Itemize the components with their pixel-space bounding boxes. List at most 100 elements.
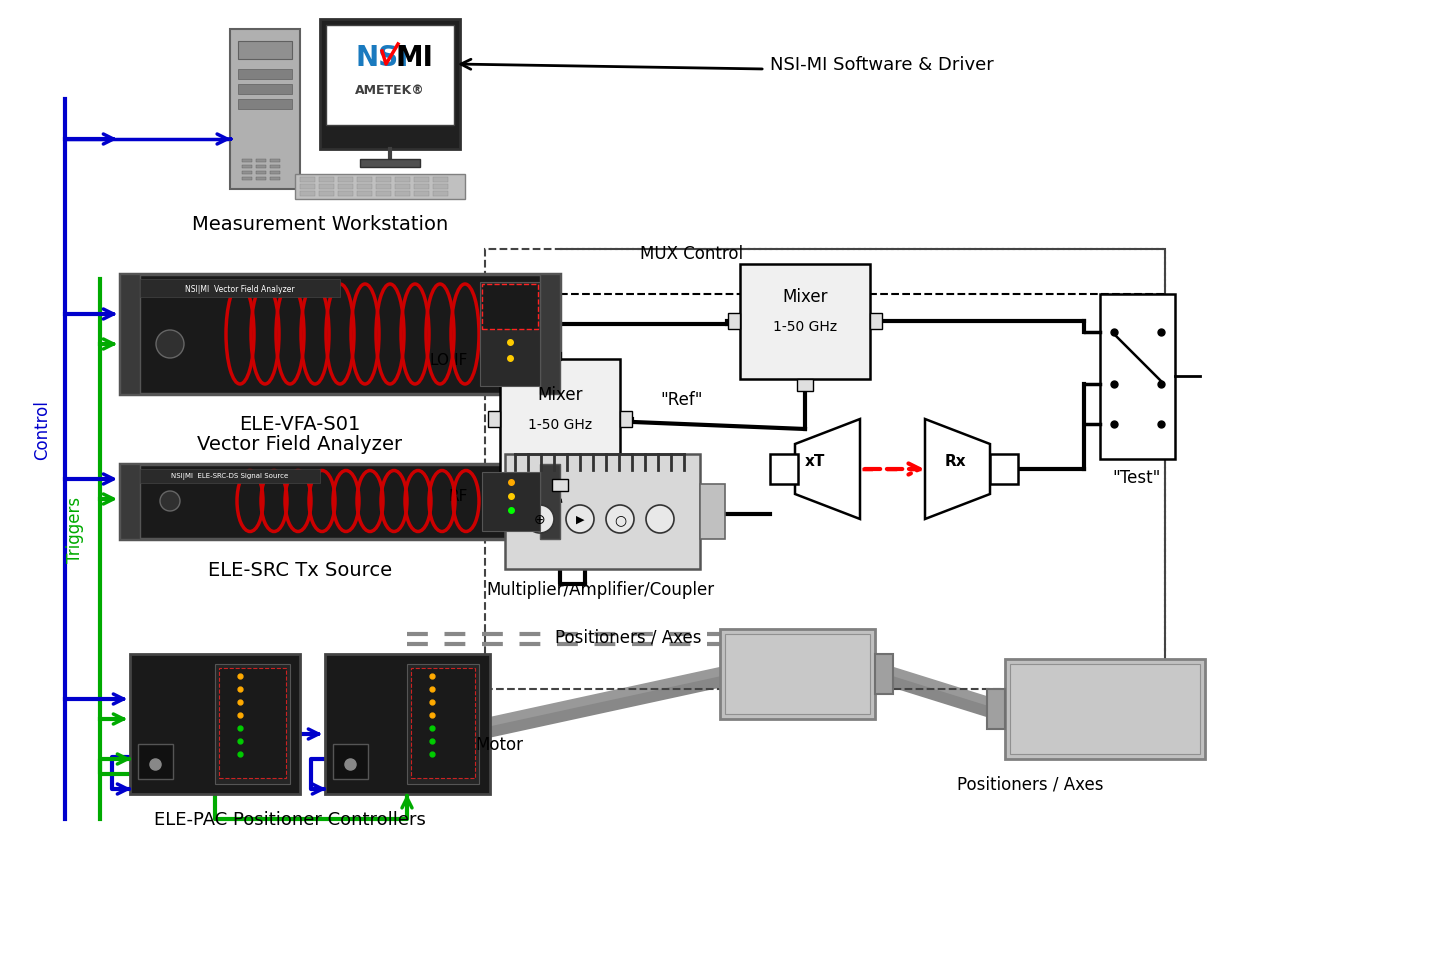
Bar xyxy=(319,185,333,190)
Text: 1-50 GHz: 1-50 GHz xyxy=(773,320,837,333)
Bar xyxy=(406,664,479,784)
Bar xyxy=(539,275,560,394)
Bar xyxy=(485,249,1165,689)
Bar xyxy=(270,178,280,181)
Circle shape xyxy=(567,506,594,533)
Bar xyxy=(740,265,870,379)
Text: NSI-MI Software & Driver: NSI-MI Software & Driver xyxy=(770,56,993,74)
Text: Multiplier/Amplifier/Coupler: Multiplier/Amplifier/Coupler xyxy=(487,580,714,599)
Text: ○: ○ xyxy=(614,512,627,526)
Bar xyxy=(238,85,292,95)
Bar xyxy=(434,178,448,183)
Bar xyxy=(333,744,368,779)
Circle shape xyxy=(156,331,185,359)
Text: Motor: Motor xyxy=(475,735,522,753)
Text: LO/IF: LO/IF xyxy=(429,352,468,367)
Bar xyxy=(319,178,333,183)
Bar xyxy=(434,185,448,190)
Bar xyxy=(338,192,353,197)
Text: 1-50 GHz: 1-50 GHz xyxy=(528,418,592,431)
Bar xyxy=(301,185,315,190)
Bar xyxy=(361,159,421,168)
Bar xyxy=(301,178,315,183)
Bar xyxy=(338,178,353,183)
Bar xyxy=(870,314,881,330)
Text: "Ref": "Ref" xyxy=(660,390,703,409)
Bar xyxy=(356,178,372,183)
Bar xyxy=(720,630,874,719)
Circle shape xyxy=(605,506,634,533)
Polygon shape xyxy=(924,420,990,519)
Bar xyxy=(242,159,252,162)
Bar xyxy=(242,172,252,175)
Bar xyxy=(770,455,798,484)
Text: Positioners / Axes: Positioners / Axes xyxy=(555,628,701,646)
Bar xyxy=(219,668,286,778)
Text: Mixer: Mixer xyxy=(537,385,582,404)
Bar xyxy=(414,192,429,197)
Bar xyxy=(238,42,292,60)
Text: RF: RF xyxy=(449,489,468,504)
Text: MI: MI xyxy=(395,44,432,72)
Bar xyxy=(700,484,726,540)
Bar xyxy=(1010,664,1201,754)
Bar xyxy=(256,159,266,162)
Bar xyxy=(987,689,1005,730)
Circle shape xyxy=(645,506,674,533)
Bar xyxy=(256,172,266,175)
Bar xyxy=(326,26,454,126)
Bar xyxy=(552,479,568,492)
Bar xyxy=(488,412,499,427)
Polygon shape xyxy=(796,420,860,519)
Bar xyxy=(120,465,140,540)
Bar xyxy=(321,20,459,150)
Text: xT: xT xyxy=(804,454,826,469)
Bar xyxy=(414,185,429,190)
Bar xyxy=(411,668,475,778)
Bar xyxy=(356,185,372,190)
Text: Vector Field Analyzer: Vector Field Analyzer xyxy=(197,435,402,454)
Bar xyxy=(270,172,280,175)
Text: NSI: NSI xyxy=(355,44,408,72)
Bar xyxy=(1005,659,1205,759)
Bar xyxy=(338,185,353,190)
Bar xyxy=(140,280,341,297)
Bar xyxy=(120,465,560,540)
Bar xyxy=(797,379,813,391)
Bar xyxy=(140,469,321,483)
Bar xyxy=(395,185,411,190)
Bar xyxy=(376,185,391,190)
Bar xyxy=(256,166,266,169)
Text: ELE-PAC Positioner Controllers: ELE-PAC Positioner Controllers xyxy=(155,810,426,828)
Bar xyxy=(482,472,539,531)
Text: ▶: ▶ xyxy=(575,514,584,524)
Text: Measurement Workstation: Measurement Workstation xyxy=(192,215,448,235)
Bar xyxy=(376,178,391,183)
Bar xyxy=(130,654,301,794)
Text: ELE-SRC Tx Source: ELE-SRC Tx Source xyxy=(207,560,392,579)
Bar xyxy=(482,285,538,330)
Text: NSI|MI  ELE-SRC-DS Signal Source: NSI|MI ELE-SRC-DS Signal Source xyxy=(172,473,289,480)
Text: Positioners / Axes: Positioners / Axes xyxy=(957,776,1103,793)
Bar xyxy=(238,100,292,110)
Text: Mixer: Mixer xyxy=(783,288,827,306)
Bar xyxy=(230,30,301,190)
Bar xyxy=(242,166,252,169)
Bar xyxy=(270,166,280,169)
Bar xyxy=(120,275,140,394)
Text: ⊕: ⊕ xyxy=(534,512,545,526)
Bar xyxy=(242,178,252,181)
Bar xyxy=(874,654,893,694)
Text: AMETEK®: AMETEK® xyxy=(355,83,425,97)
Text: "Test": "Test" xyxy=(1113,468,1161,486)
Bar xyxy=(990,455,1017,484)
Bar xyxy=(376,192,391,197)
Text: NSI|MI  Vector Field Analyzer: NSI|MI Vector Field Analyzer xyxy=(185,285,295,293)
Bar xyxy=(301,192,315,197)
Bar xyxy=(256,178,266,181)
Text: Control: Control xyxy=(33,400,52,460)
Text: ELE-VFA-S01: ELE-VFA-S01 xyxy=(239,415,361,434)
Bar xyxy=(539,465,560,540)
Bar xyxy=(120,275,560,394)
Bar xyxy=(726,635,870,714)
